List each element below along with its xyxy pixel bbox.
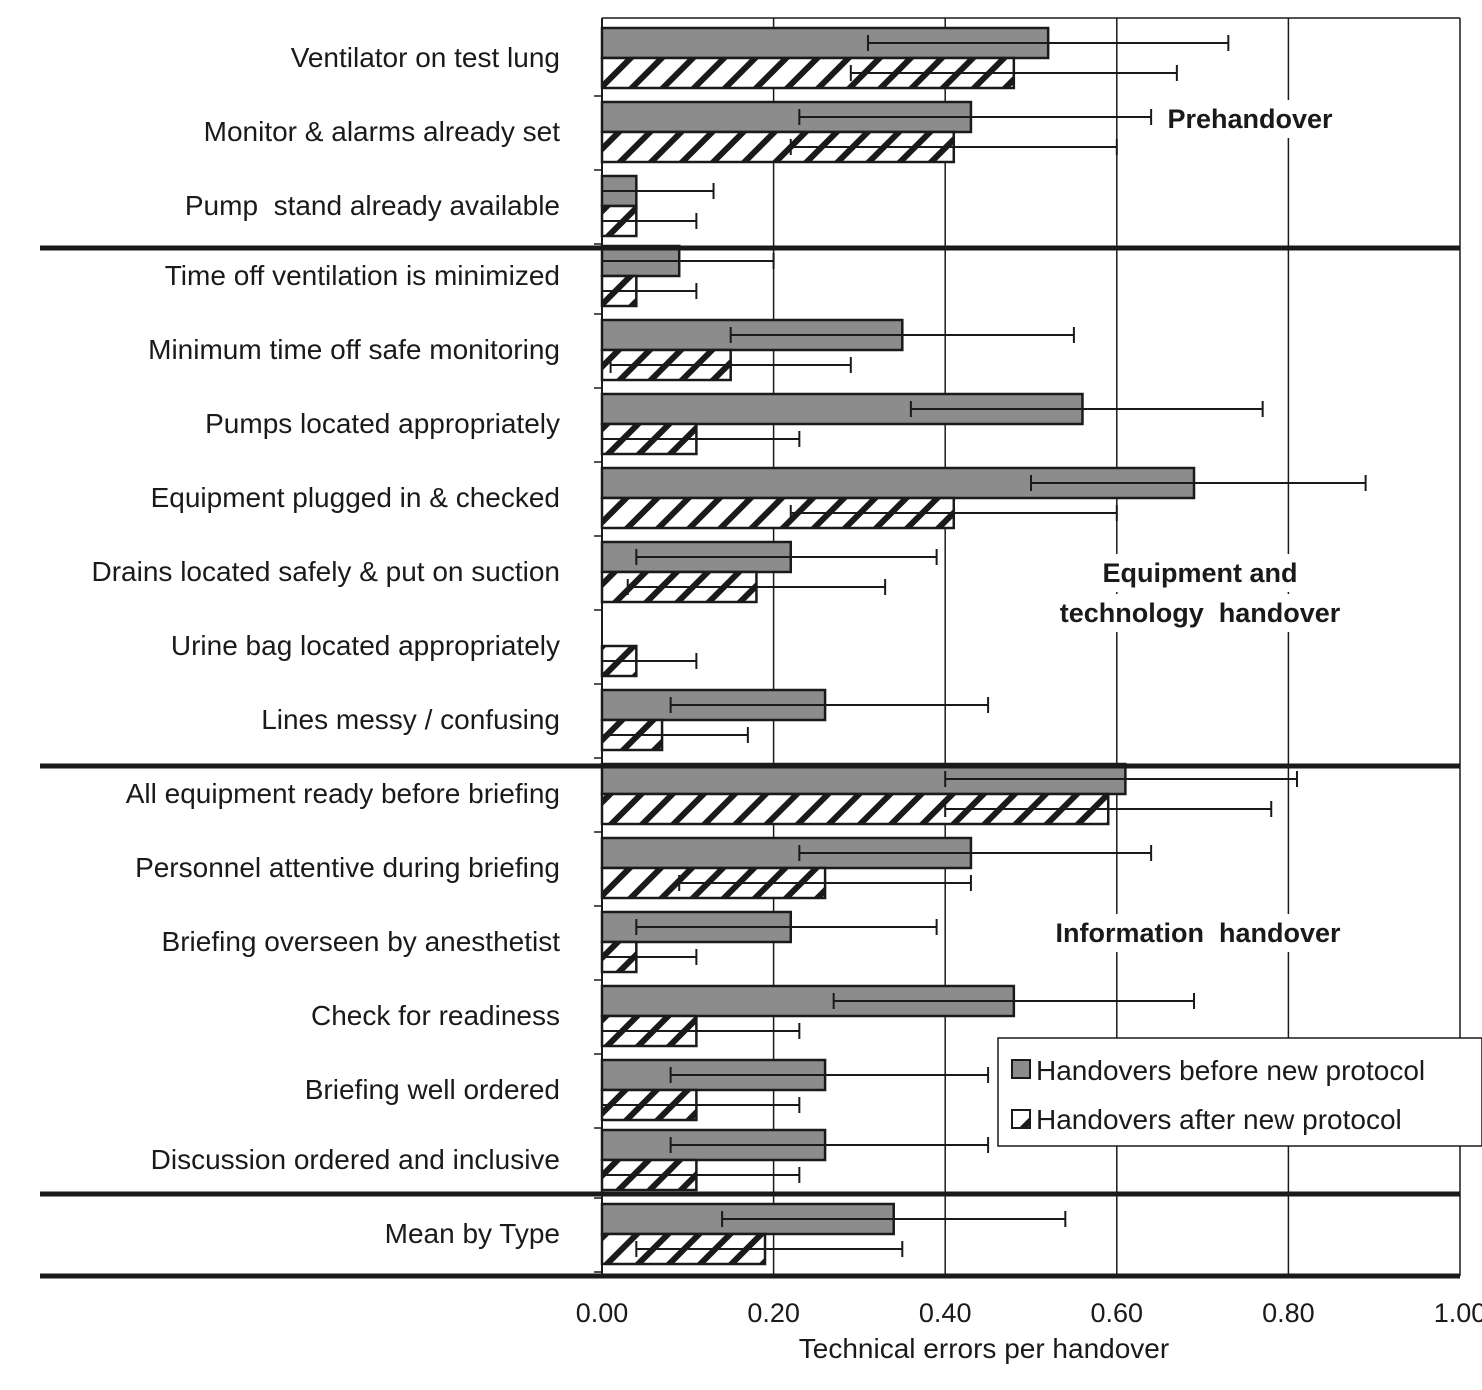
group-label-bg [1098,554,1302,592]
group-label-bg [1163,100,1337,138]
category-label: Discussion ordered and inclusive [151,1144,560,1175]
x-tick-label: 1.00 [1434,1298,1482,1328]
category-label: Personnel attentive during briefing [135,852,560,883]
legend: Handovers before new protocol Handovers a… [997,1037,1482,1147]
error-bars [602,35,1367,1257]
category-label: Check for readiness [311,1000,560,1031]
x-tick-label: 0.80 [1262,1298,1315,1328]
legend-swatch-before [1011,1059,1031,1079]
group-label: Information handover [1055,918,1341,948]
group-label: Prehandover [1167,104,1333,134]
chart-frame [40,17,1460,1279]
group-label: Equipment and [1103,558,1298,588]
category-label: Monitor & alarms already set [204,116,561,147]
category-label: All equipment ready before briefing [126,778,560,809]
category-label: Pump stand already available [185,190,560,221]
legend-swatch-after [1011,1109,1031,1129]
x-tick-label: 0.60 [1091,1298,1144,1328]
group-label-bg [1046,594,1354,632]
group-label: technology handover [1060,598,1341,628]
category-label: Minimum time off safe monitoring [148,334,560,365]
category-label: Drains located safely & put on suction [92,556,560,587]
category-label: Lines messy / confusing [261,704,560,735]
category-label: Equipment plugged in & checked [151,482,560,513]
category-labels: Ventilator on test lung Monitor & alarms … [92,42,561,1249]
bars [600,26,1196,1266]
category-label: Urine bag located appropriately [171,630,560,661]
group-label-bg [1036,914,1360,952]
category-label: Briefing overseen by anesthetist [162,926,561,957]
x-tick-label: 0.40 [919,1298,972,1328]
legend-box [997,1037,1482,1147]
x-tick-label: 0.00 [576,1298,629,1328]
x-axis-title: Technical errors per handover [799,1333,1169,1364]
x-tick-label: 0.20 [747,1298,800,1328]
x-axis-ticks: 0.00 0.20 0.40 0.60 0.80 1.00 [576,1298,1482,1328]
category-label: Briefing well ordered [305,1074,560,1105]
category-label: Time off ventilation is minimized [165,260,560,291]
legend-label-before: Handovers before new protocol [1036,1055,1425,1086]
category-label: Pumps located appropriately [205,408,560,439]
category-label: Ventilator on test lung [291,42,560,73]
category-label: Mean by Type [385,1218,560,1249]
legend-label-after: Handovers after new protocol [1036,1104,1402,1135]
group-labels: Prehandover Equipment and technology hando… [1036,100,1360,952]
